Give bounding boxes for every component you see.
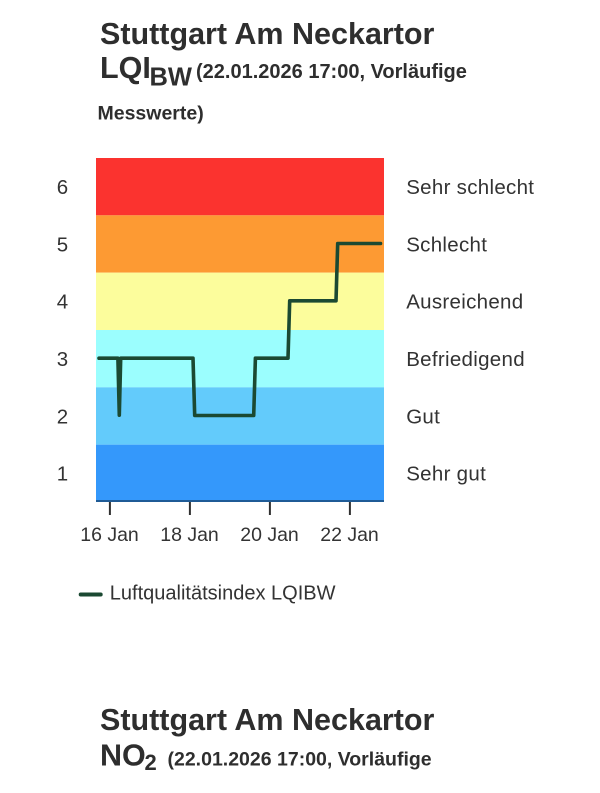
svg-text:22 Jan: 22 Jan [320, 524, 379, 546]
svg-text:3: 3 [57, 348, 68, 371]
svg-text:16 Jan: 16 Jan [80, 524, 139, 546]
svg-text:Stuttgart Am Neckartor: Stuttgart Am Neckartor [100, 17, 435, 51]
svg-text:Schlecht: Schlecht [406, 233, 487, 256]
svg-text:Messwerte): Messwerte) [98, 103, 204, 125]
svg-text:Ausreichend: Ausreichend [406, 291, 523, 314]
svg-text:Befriedigend: Befriedigend [406, 348, 525, 371]
svg-text:1: 1 [57, 463, 68, 486]
svg-text:Stuttgart Am Neckartor: Stuttgart Am Neckartor [100, 703, 435, 737]
svg-text:(22.01.2026 17:00, Vorläufige: (22.01.2026 17:00, Vorläufige [196, 61, 467, 83]
svg-text:2: 2 [57, 405, 68, 428]
svg-text:5: 5 [57, 233, 68, 256]
svg-text:Sehr schlecht: Sehr schlecht [406, 176, 534, 199]
svg-text:4: 4 [57, 291, 68, 314]
svg-text:(22.01.2026 17:00, Vorläufige: (22.01.2026 17:00, Vorläufige [168, 749, 432, 771]
svg-text:BW: BW [150, 64, 193, 92]
svg-text:NO: NO [100, 739, 146, 773]
svg-text:20 Jan: 20 Jan [240, 524, 299, 546]
svg-text:Luftqualitätsindex LQIBW: Luftqualitätsindex LQIBW [110, 583, 336, 605]
svg-text:Gut: Gut [406, 405, 440, 428]
svg-text:LQI: LQI [100, 51, 151, 85]
svg-text:Sehr gut: Sehr gut [406, 463, 486, 486]
svg-text:18 Jan: 18 Jan [160, 524, 219, 546]
svg-text:2: 2 [145, 750, 157, 775]
svg-text:6: 6 [57, 176, 68, 199]
